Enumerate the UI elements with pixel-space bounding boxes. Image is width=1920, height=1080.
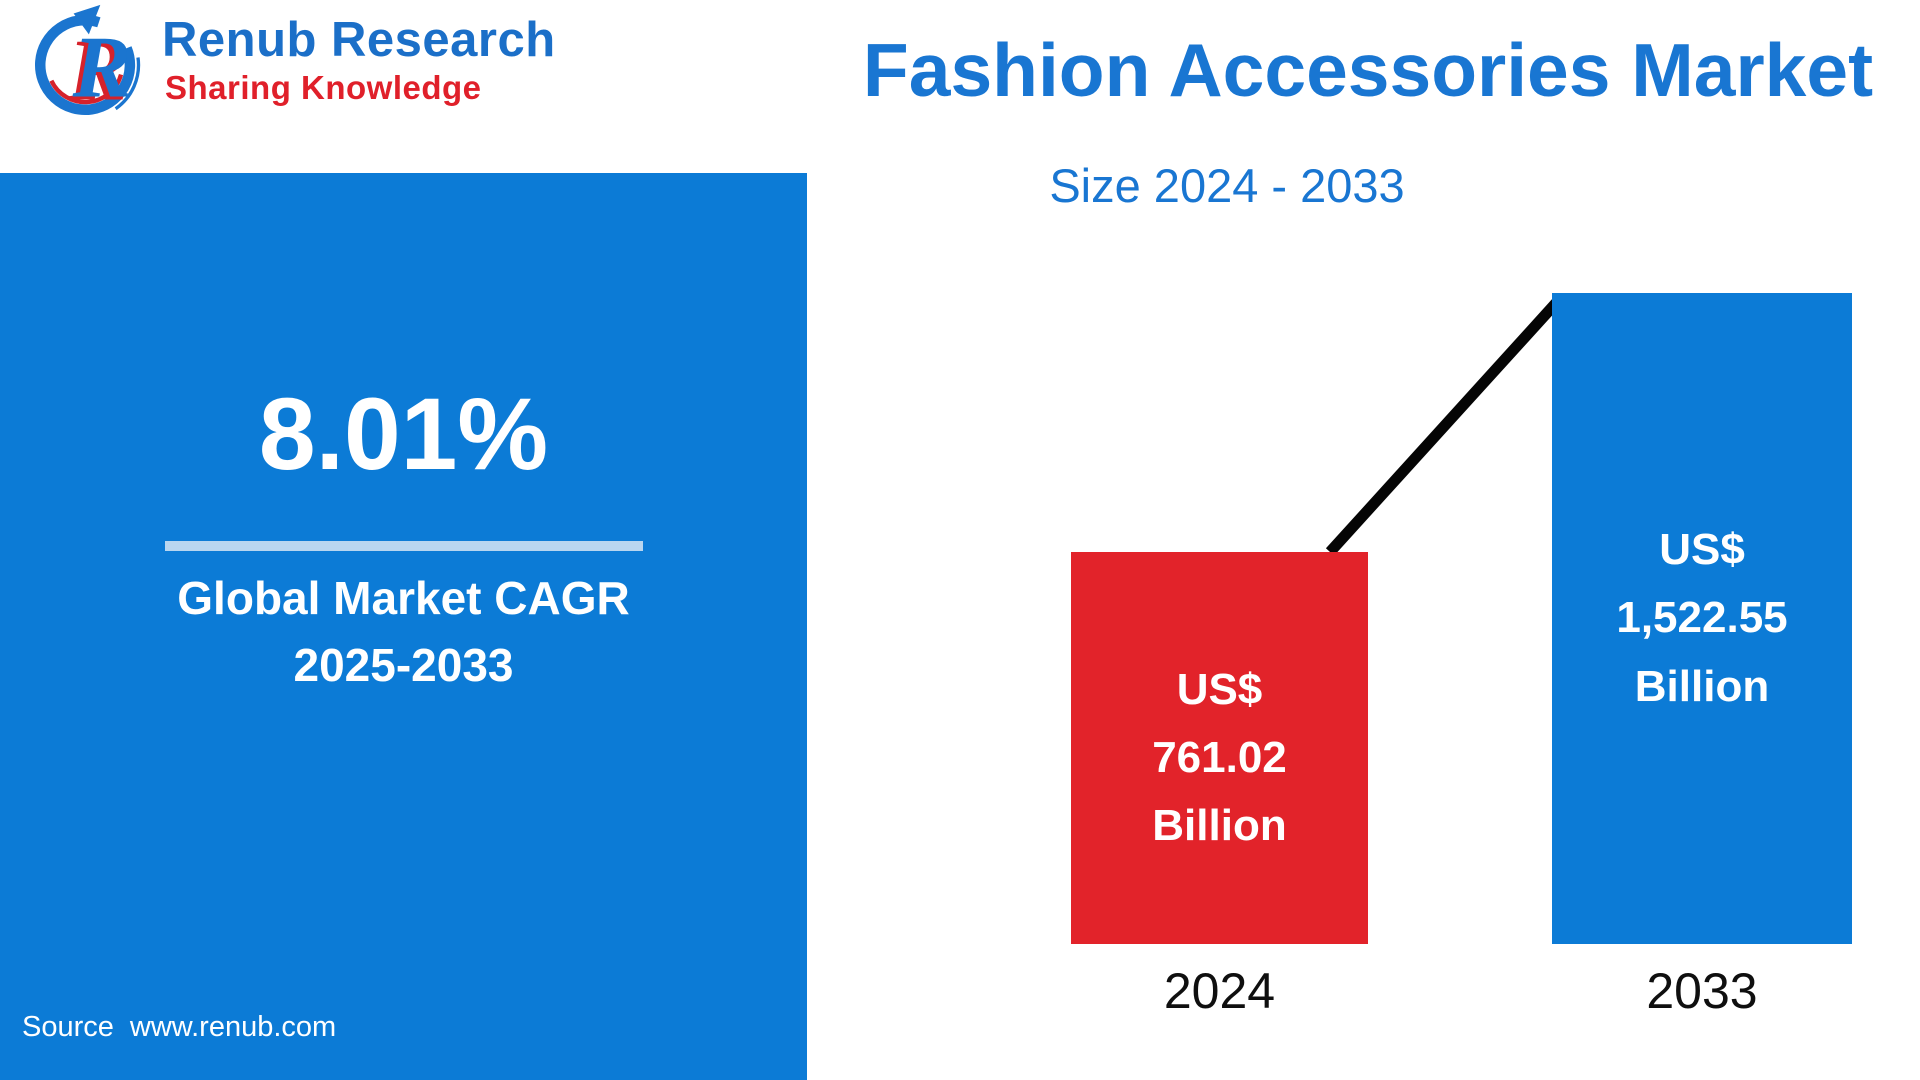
x-axis-label-2024: 2024 (1163, 963, 1276, 1019)
x-axis-label-2033: 2033 (1646, 963, 1758, 1019)
brand-tagline: Sharing Knowledge (165, 69, 482, 106)
growth-connector-line (1325, 299, 1561, 556)
cagr-panel: 8.01% Global Market CAGR 2025-2033 Sourc… (0, 173, 807, 1080)
svg-text:R: R (72, 18, 132, 115)
bar-2033: US$ 1,522.55 Billion (1552, 293, 1852, 944)
page-subtitle: Size 2024 - 2033 (1049, 159, 1405, 212)
bar-2033-label-line2: 1,522.55 (1616, 593, 1788, 643)
bar-2033-label-line3: Billion (1634, 661, 1770, 711)
source-url: www.renub.com (129, 1011, 337, 1043)
cagr-divider-line (164, 541, 643, 551)
bar-2024: US$ 761.02 Billion (1071, 552, 1368, 944)
brand-name: Renub Research (162, 13, 556, 67)
bar-2024-label-line2: 761.02 (1152, 732, 1287, 782)
source-label: Source (22, 1011, 114, 1043)
bar-2033-label-line1: US$ (1659, 525, 1745, 575)
renub-logo-icon: R R (24, 2, 148, 126)
cagr-label-line2: 2025-2033 (293, 638, 514, 691)
cagr-label-line1: Global Market CAGR (177, 572, 630, 624)
brand-header: R R Renub Research Sharing Knowledge (24, 2, 556, 126)
page-title: Fashion Accessories Market (862, 28, 1874, 112)
bar-2033-value-label: US$ 1,522.55 Billion (1616, 516, 1787, 721)
cagr-value: 8.01% (258, 377, 549, 491)
svg-text:R: R (67, 21, 127, 118)
bar-2024-value-label: US$ 761.02 Billion (1152, 656, 1287, 861)
cagr-label: Global Market CAGR 2025-2033 (0, 565, 807, 698)
bar-2024-label-line1: US$ (1176, 664, 1263, 714)
bar-2024-label-line3: Billion (1152, 801, 1287, 851)
circular-arrow-r-logo-icon: R R (35, 4, 141, 118)
brand-text-block: Renub Research Sharing Knowledge (162, 2, 556, 107)
source-row: Source www.renub.com (22, 1011, 336, 1044)
